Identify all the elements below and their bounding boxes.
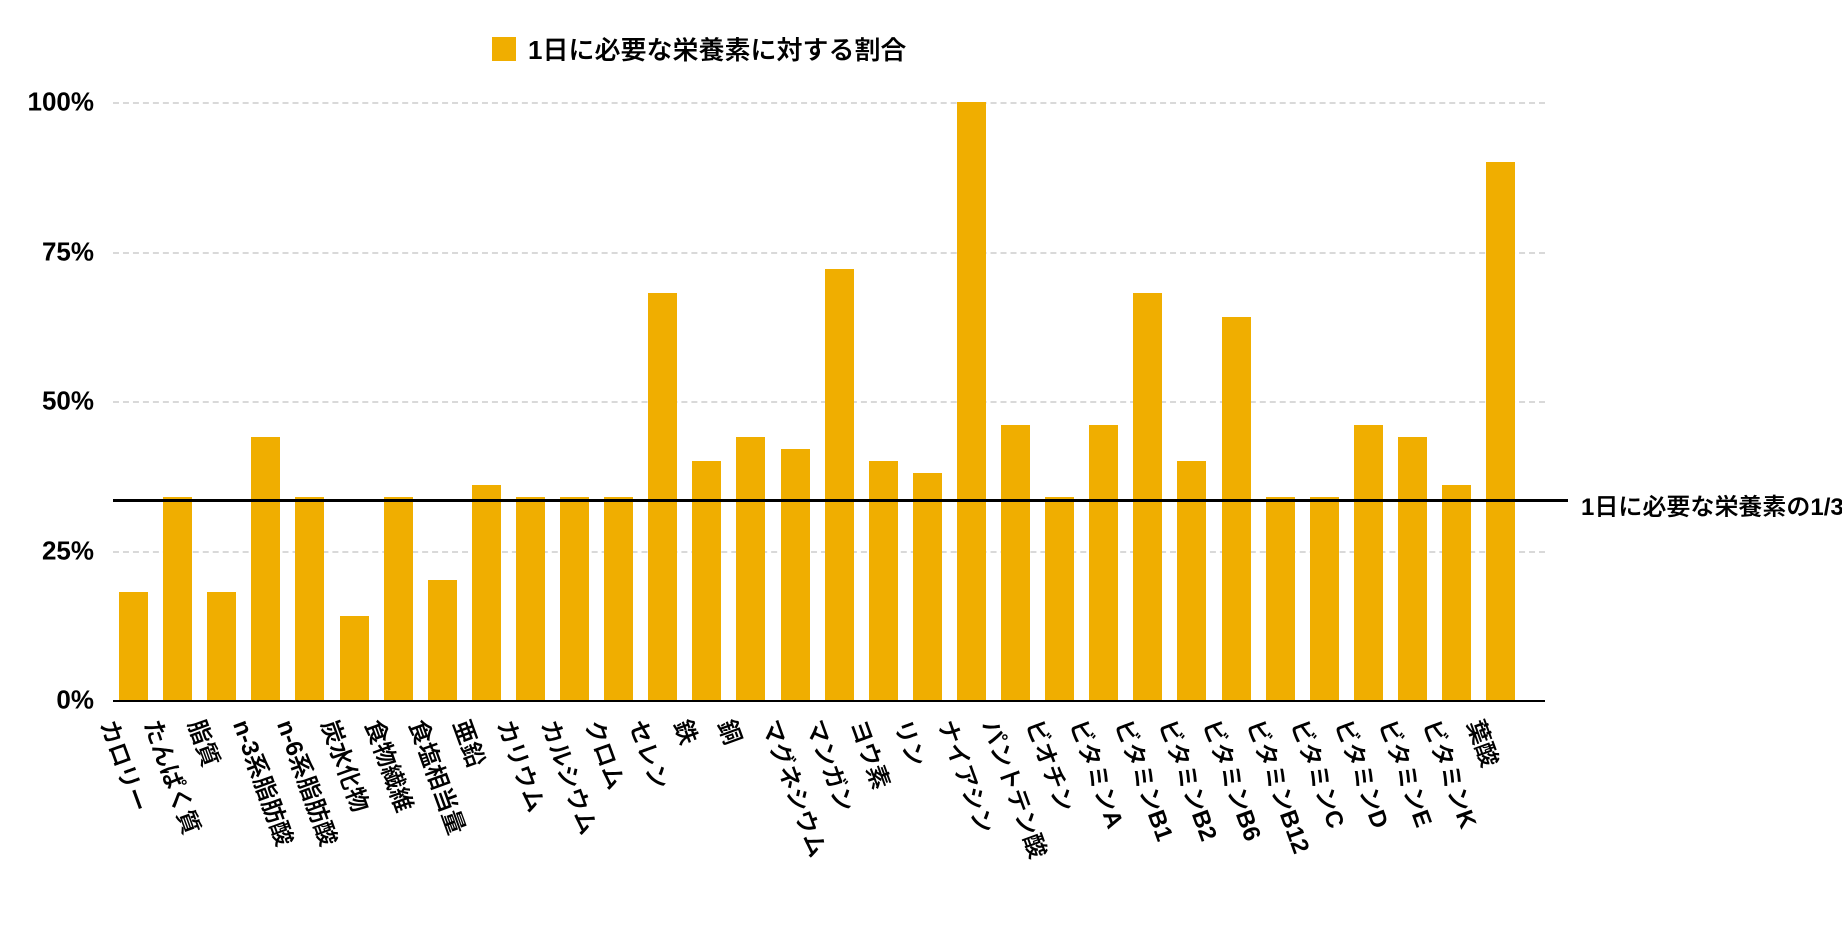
reference-line (113, 499, 1568, 502)
bar (1486, 162, 1515, 700)
y-axis-label: 100% (28, 87, 95, 118)
bar (825, 269, 854, 700)
bar (781, 449, 810, 700)
bar (1045, 497, 1074, 700)
bar (1001, 425, 1030, 700)
x-axis-label: 葉酸 (1460, 714, 1509, 771)
bar (560, 497, 589, 700)
bar (1442, 485, 1471, 700)
bar (736, 437, 765, 700)
bar (869, 461, 898, 700)
bar (692, 461, 721, 700)
bar (957, 102, 986, 700)
x-axis-label: 鉄 (667, 714, 708, 749)
bar (119, 592, 148, 700)
legend-label: 1日に必要な栄養素に対する割合 (528, 30, 906, 67)
bar (1177, 461, 1206, 700)
bar (472, 485, 501, 700)
x-axis-label: 亜鉛 (446, 714, 495, 771)
bar (428, 580, 457, 700)
reference-line-label: 1日に必要な栄養素の1/3 (1581, 487, 1842, 522)
y-axis-label: 50% (42, 386, 94, 417)
bar (1089, 425, 1118, 700)
bar (1354, 425, 1383, 700)
bar (1398, 437, 1427, 700)
legend: 1日に必要な栄養素に対する割合 (492, 30, 906, 67)
x-axis-baseline (113, 700, 1545, 702)
bar (516, 497, 545, 700)
y-axis-label: 75% (42, 236, 94, 267)
x-axis-label: 銅 (711, 714, 752, 749)
gridline (113, 102, 1545, 104)
bar (163, 497, 192, 700)
bar (1266, 497, 1295, 700)
gridline (113, 252, 1545, 254)
chart-container: 1日に必要な栄養素に対する割合 0% 25% 50% 75% 100% 1日に必要な栄養… (0, 0, 1842, 934)
bar (604, 497, 633, 700)
bar (295, 497, 324, 700)
bar (1222, 317, 1251, 700)
bar (384, 497, 413, 700)
y-axis-label: 0% (56, 685, 94, 716)
bar (913, 473, 942, 700)
bar (207, 592, 236, 700)
bar (340, 616, 369, 700)
bar (1310, 497, 1339, 700)
bar (1133, 293, 1162, 700)
y-axis-label: 25% (42, 535, 94, 566)
x-axis-label: 脂質 (182, 714, 231, 771)
bar (648, 293, 677, 700)
legend-swatch (492, 37, 516, 61)
bar (251, 437, 280, 700)
x-axis-label: リン (887, 714, 936, 771)
